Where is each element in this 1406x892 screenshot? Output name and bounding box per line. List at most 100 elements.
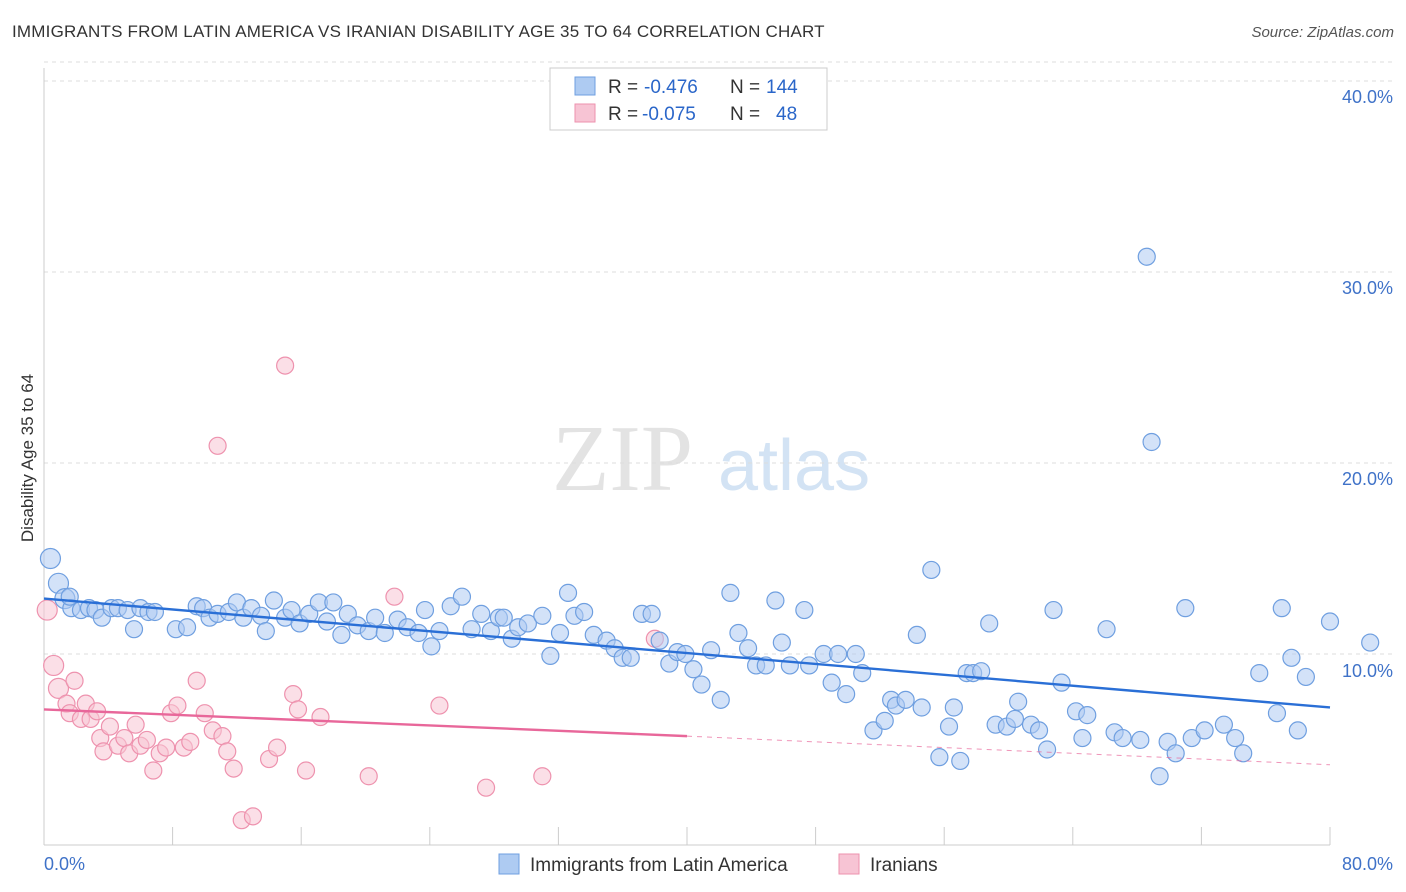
latin-america-point: [1361, 633, 1380, 652]
legend-n-value: 48: [776, 104, 797, 125]
iranians-points: [36, 356, 664, 830]
latin-america-point: [324, 593, 343, 612]
y-tick-labels: 10.0% 20.0% 30.0% 40.0%: [1342, 87, 1393, 681]
latin-america-point: [1166, 744, 1185, 763]
latin-america-point: [1226, 728, 1245, 748]
iranians-point: [144, 761, 163, 780]
latin-america-point: [800, 656, 819, 675]
series-legend-swatch-blue: [498, 853, 520, 875]
iranians-point: [224, 759, 243, 778]
latin-america-point: [1029, 721, 1049, 740]
trend-lines: [43, 597, 1331, 766]
iranians-point: [430, 696, 449, 715]
latin-america-point: [494, 608, 513, 627]
correlation-legend: R = -0.476 N = 144 R = -0.075 N = 48: [549, 67, 828, 131]
iranians-point: [296, 761, 316, 780]
iranians-trend-extension: [686, 735, 1331, 766]
x-tick-label-min: 0.0%: [44, 854, 85, 874]
latin-america-point: [1195, 721, 1214, 740]
iranians-point: [284, 685, 303, 704]
iranians-point: [115, 728, 134, 748]
iranians-point: [218, 742, 237, 761]
legend-n-value: 144: [766, 77, 798, 98]
latin-america-point: [415, 600, 435, 620]
iranians-point: [47, 677, 70, 699]
latin-america-point: [1044, 600, 1063, 620]
latin-america-point: [951, 751, 970, 771]
iranians-point: [195, 704, 214, 723]
iranians-trend-line: [43, 708, 688, 738]
legend-box: [549, 67, 828, 131]
latin-america-point: [533, 606, 552, 625]
latin-america-point: [1234, 744, 1253, 763]
latin-america-point: [332, 625, 351, 645]
latin-america-point: [980, 614, 999, 633]
y-tick-label: 20.0%: [1342, 469, 1393, 489]
iranians-point: [359, 767, 378, 786]
latin-america-point: [846, 644, 865, 664]
grid-lines: [44, 61, 1393, 655]
latin-america-point: [1272, 599, 1291, 618]
source-credit: Source: ZipAtlas.com: [1251, 24, 1394, 41]
latin-america-point: [1142, 432, 1161, 452]
latin-america-point: [837, 685, 856, 704]
latin-america-point: [922, 560, 941, 580]
iranians-point: [311, 707, 330, 727]
latin-america-point: [772, 633, 791, 652]
iranians-point: [168, 696, 187, 715]
iranians-point: [126, 715, 145, 734]
iranians-point: [208, 436, 227, 455]
latin-america-point: [409, 623, 428, 643]
latin-america-point: [1282, 648, 1301, 667]
latin-america-point: [60, 587, 79, 606]
latin-america-point: [366, 608, 385, 627]
iranians-point: [476, 778, 496, 797]
latin-america-trend-line: [43, 597, 1331, 709]
iranians-point: [288, 700, 308, 719]
watermark-zip: ZIP: [552, 407, 693, 511]
iranians-point: [213, 727, 232, 746]
latin-america-point: [256, 621, 275, 641]
series-legend-label: Iranians: [870, 855, 938, 876]
y-axis-title: Disability Age 35 to 64: [18, 374, 37, 542]
iranians-point: [36, 599, 58, 621]
latin-america-point: [558, 583, 578, 602]
axis-ticks: [43, 827, 1331, 845]
latin-america-point: [780, 656, 799, 675]
latin-america-point: [550, 623, 570, 643]
y-tick-label: 10.0%: [1342, 661, 1393, 681]
iranians-point: [243, 807, 263, 826]
latin-america-point: [1137, 247, 1156, 266]
latin-america-point: [896, 690, 915, 709]
latin-america-point: [642, 604, 661, 623]
latin-america-point: [264, 591, 283, 610]
latin-america-point: [422, 637, 441, 656]
latin-america-point: [518, 614, 537, 633]
legend-r-value: -0.476: [644, 77, 698, 98]
iranians-point: [533, 767, 552, 786]
latin-america-point: [1078, 706, 1097, 725]
latin-america-point: [145, 602, 165, 622]
iranians-point: [187, 671, 206, 690]
latin-america-point: [822, 673, 841, 692]
latin-america-point: [575, 602, 594, 622]
latin-america-point: [972, 662, 991, 681]
iranians-point: [385, 587, 404, 606]
latin-america-point: [124, 620, 144, 639]
latin-america-point: [711, 690, 730, 709]
latin-america-point: [1131, 730, 1150, 750]
latin-america-point: [1009, 692, 1028, 711]
latin-america-point: [795, 600, 814, 620]
latin-america-point: [692, 675, 711, 694]
latin-america-point: [1052, 673, 1071, 692]
latin-america-point: [1150, 767, 1169, 786]
latin-america-point: [1113, 728, 1132, 748]
y-tick-label: 30.0%: [1342, 278, 1393, 298]
latin-america-point: [541, 646, 560, 666]
latin-america-point: [1097, 620, 1116, 639]
latin-america-point: [1296, 667, 1315, 687]
latin-america-point: [1214, 715, 1234, 734]
latin-america-point: [907, 625, 926, 645]
latin-america-point: [177, 618, 197, 637]
